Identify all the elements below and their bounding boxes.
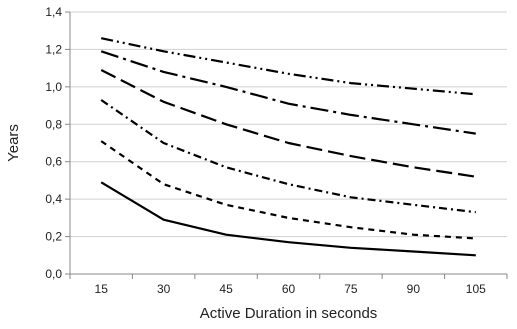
- y-tick-label: 0,6: [45, 155, 62, 169]
- x-tick-label: 105: [466, 282, 486, 296]
- y-tick-label: 1,4: [45, 5, 62, 19]
- y-tick-label: 0,8: [45, 117, 62, 131]
- y-tick-label: 0,2: [45, 230, 62, 244]
- tick-labels: 0,0 0,2 0,4 0,6 0,8 1,0 1,2 1,4 15 30 45 60 75 90 105: [45, 5, 486, 296]
- series-line-1-solid: [100, 181, 476, 257]
- series-line-5-long-dash-dot: [100, 50, 476, 135]
- x-tick-label: 15: [95, 282, 109, 296]
- y-axis-title: Years: [5, 124, 22, 162]
- y-tick-label: 1,0: [45, 80, 62, 94]
- x-axis-title: Active Duration in seconds: [200, 305, 378, 322]
- y-tick-label: 0,4: [45, 192, 62, 206]
- x-tick-label: 45: [219, 282, 233, 296]
- x-tick-label: 30: [157, 282, 171, 296]
- x-tick-label: 90: [407, 282, 421, 296]
- x-tick-label: 60: [282, 282, 296, 296]
- y-tick-label: 0,0: [45, 267, 62, 281]
- series-line-6-dash-dot-dot: [100, 37, 476, 96]
- axes: [65, 11, 508, 279]
- series-line-3-dash-dot: [100, 99, 476, 214]
- series-line-2-short-dash: [100, 140, 476, 240]
- grid-lines: [70, 11, 507, 238]
- series-line-4-long-dash: [100, 69, 476, 178]
- x-tick-label: 75: [344, 282, 358, 296]
- y-tick-label: 1,2: [45, 42, 62, 56]
- series-lines: [100, 37, 476, 257]
